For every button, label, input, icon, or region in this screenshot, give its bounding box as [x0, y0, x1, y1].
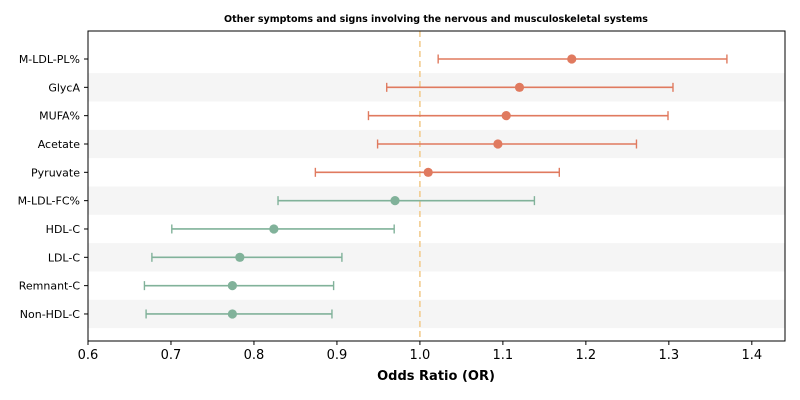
axes: [87, 30, 786, 342]
y-tick-label: Pyruvate: [31, 166, 80, 179]
odds-ratio-point: [227, 281, 237, 291]
y-tick-label: MUFA%: [39, 110, 80, 123]
y-tick-label: Acetate: [38, 138, 81, 151]
y-axis-labels: M-LDL-PL% GlycA MUFA% Acetate Pyruvate M-LDL-…: [18, 53, 88, 321]
y-tick-label: M-LDL-PL%: [19, 53, 80, 66]
y-tick-label: LDL-C: [48, 251, 81, 264]
x-tick-label: 1.1: [493, 348, 514, 363]
x-tick-label: 1.0: [410, 348, 431, 363]
data-rows: [143, 54, 728, 319]
x-tick-label: 1.2: [576, 348, 597, 363]
odds-ratio-point: [501, 111, 511, 121]
odds-ratio-point: [235, 252, 245, 262]
x-tick-label: 0.8: [244, 348, 265, 363]
odds-ratio-point: [390, 196, 400, 206]
odds-ratio-point: [493, 139, 503, 149]
x-tick-label: 0.7: [161, 348, 182, 363]
odds-ratio-point: [227, 309, 237, 319]
x-axis-ticks: 0.6 0.7 0.8 0.9 1.0 1.1 1.2 1.3 1.4: [78, 341, 762, 363]
y-tick-label: M-LDL-FC%: [18, 195, 80, 208]
x-tick-label: 0.6: [78, 348, 99, 363]
y-tick-label: HDL-C: [46, 223, 81, 236]
y-tick-label: Non-HDL-C: [20, 308, 81, 321]
odds-ratio-point: [423, 167, 433, 177]
odds-ratio-point: [567, 54, 577, 64]
x-tick-label: 1.3: [658, 348, 679, 363]
x-axis-label: Odds Ratio (OR): [377, 369, 495, 384]
odds-ratio-point: [514, 82, 525, 92]
x-tick-label: 0.9: [327, 348, 348, 363]
odds-ratio-point: [269, 224, 279, 234]
chart-title: Other symptoms and signs involving the n…: [224, 14, 648, 25]
x-tick-label: 1.4: [741, 348, 762, 363]
y-tick-label: GlycA: [48, 81, 80, 94]
plot-frame: [87, 30, 786, 342]
y-tick-label: Remnant-C: [19, 280, 81, 293]
